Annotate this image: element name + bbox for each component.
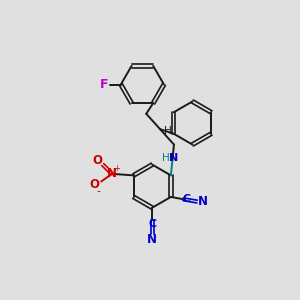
Text: O: O [89,178,99,191]
Text: N: N [147,233,157,246]
Text: H: H [162,153,170,164]
Text: N: N [107,167,117,180]
Text: C: C [148,219,156,229]
Text: N: N [169,153,178,164]
Text: H: H [164,126,172,136]
Text: O: O [92,154,102,167]
Text: N: N [197,195,208,208]
Text: +: + [113,164,120,173]
Text: C: C [183,194,191,204]
Text: -: - [97,186,101,196]
Text: F: F [100,78,108,91]
